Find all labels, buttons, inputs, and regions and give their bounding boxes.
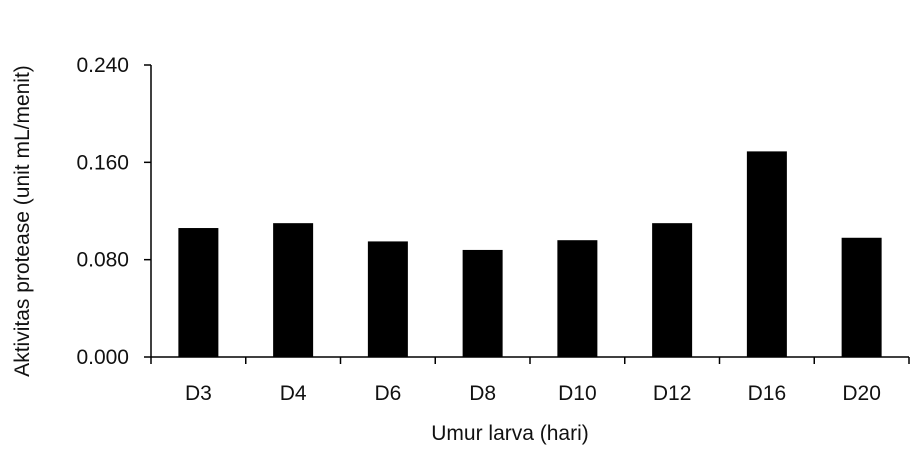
- bar-d16: [746, 151, 787, 357]
- bar-d6: [367, 241, 408, 357]
- bar-d3: [178, 228, 219, 357]
- x-tick-label: D16: [748, 382, 787, 405]
- y-axis-title: Aktivitas protease (unit mL/menit): [11, 65, 34, 377]
- bars-group: [178, 151, 882, 357]
- bar-d10: [557, 240, 598, 357]
- y-tick-label: 0.160: [76, 151, 129, 174]
- x-tick-label: D3: [185, 382, 212, 405]
- y-tick-label: 0.240: [76, 54, 129, 77]
- x-tick-label: D4: [280, 382, 307, 405]
- x-tick-label: D6: [374, 382, 401, 405]
- bar-d20: [841, 237, 882, 357]
- bar-d12: [652, 223, 693, 357]
- x-tick-label: D20: [842, 382, 881, 405]
- bar-d4: [273, 223, 314, 357]
- bar-d8: [462, 249, 503, 357]
- y-axis-ticks: 0.000 0.080 0.160 0.240: [76, 54, 151, 369]
- x-tick-label: D10: [558, 382, 597, 405]
- x-tick-label: D12: [653, 382, 692, 405]
- y-tick-label: 0.080: [76, 249, 129, 272]
- x-tick-label: D8: [469, 382, 496, 405]
- x-axis-title: Umur larva (hari): [431, 422, 589, 445]
- y-tick-label: 0.000: [76, 346, 129, 369]
- axes-group: [150, 65, 909, 358]
- x-axis-ticks: D3 D4 D6 D8 D10 D12 D16 D20: [150, 357, 910, 405]
